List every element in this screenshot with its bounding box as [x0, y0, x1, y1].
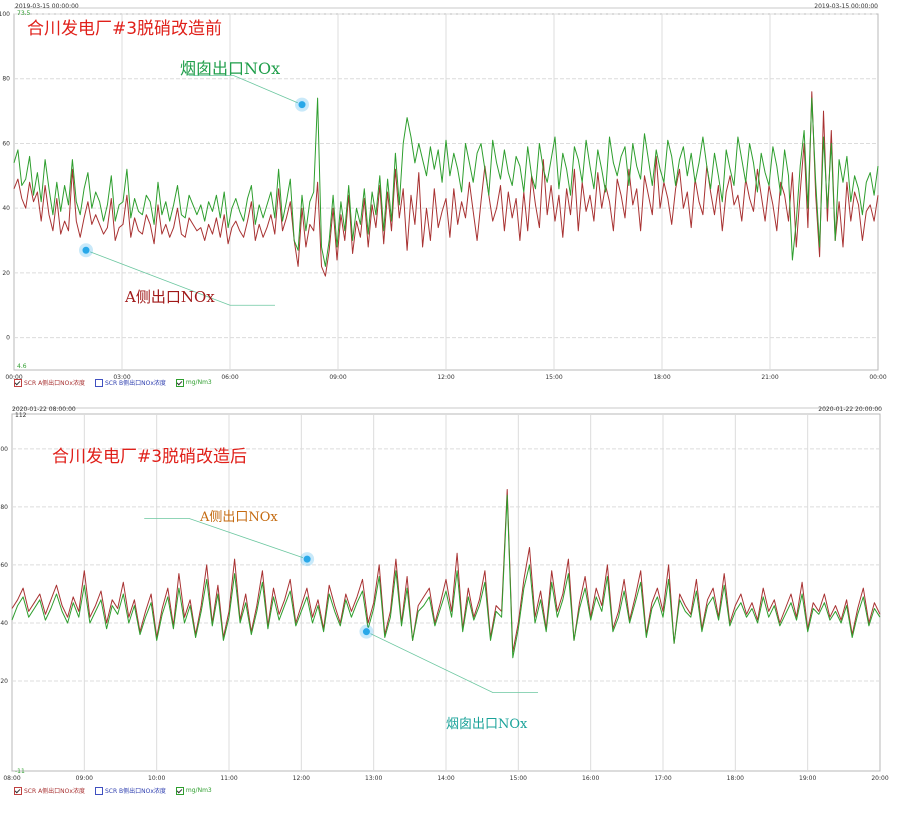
x-tick-label: 18:00 [653, 374, 670, 381]
legend-item-b-side[interactable]: SCR B侧出口NOx浓度 [94, 786, 166, 795]
bottom-value-label: -11 [15, 768, 25, 775]
y-tick-label: 80 [0, 504, 8, 511]
y-tick-label: 40 [2, 205, 10, 212]
series-line [13, 97, 879, 267]
bottom-value-label: 4.6 [17, 363, 27, 370]
checkbox-stack[interactable] [175, 378, 184, 387]
legend-item-a-side[interactable]: SCR A侧出口NOx浓度 [14, 786, 85, 795]
chart-after-svg: 08:00 09:00 10:00 11:00 12:00 13:00 14:00 15:00… [0, 407, 889, 782]
chart-panel-before: 00:00 03:00 06:00 09:00 12:00 15:00 18:00 21:00… [0, 0, 900, 400]
y-tick-label: 100 [0, 11, 10, 18]
y-tick-label: 40 [0, 620, 8, 627]
x-tick-label: 12:00 [293, 775, 310, 782]
x-tick-label: 14:00 [437, 775, 454, 782]
annotation-marker [297, 100, 307, 110]
legend-item-a-side[interactable]: SCR A侧出口NOx浓度 [14, 378, 85, 387]
y-tick-label: 20 [0, 678, 8, 685]
checkbox-b-side[interactable] [94, 378, 103, 387]
annotation-stack-outlet-nox: 烟囱出口NOx [446, 717, 528, 732]
checkbox-b-side[interactable] [94, 786, 103, 795]
legend-item-b-side[interactable]: SCR B侧出口NOx浓度 [94, 378, 166, 387]
annotation-a-side-outlet-nox: A侧出口NOx [200, 510, 278, 525]
y-tick-label: 100 [0, 446, 8, 453]
checkbox-a-side[interactable] [14, 786, 22, 795]
x-tick-label: 20:00 [871, 775, 888, 782]
x-tick-label: 17:00 [654, 775, 671, 782]
chart-title: 合川发电厂#3脱硝改造后 [52, 447, 248, 467]
chart-title: 合川发电厂#3脱硝改造前 [27, 19, 223, 39]
top-value-label: 73.5 [17, 10, 31, 17]
x-tick-label: 21:00 [761, 374, 778, 381]
checkbox-stack[interactable] [175, 786, 184, 795]
annotation-a-side-outlet-nox: A侧出口NOx [125, 288, 215, 306]
chart-before-svg: 00:00 03:00 06:00 09:00 12:00 15:00 18:00 21:00… [0, 7, 887, 381]
x-tick-label: 19:00 [799, 775, 816, 782]
annotation-marker [81, 245, 91, 255]
annotation-marker [361, 627, 371, 637]
x-tick-label: 15:00 [545, 374, 562, 381]
header-right-date: 2020-01-22 20:00:00 [818, 406, 882, 413]
x-tick-label: 13:00 [365, 775, 382, 782]
annotation-stack-outlet-nox: 烟囱出口NOx [180, 59, 281, 78]
header-right-date: 2019-03-15 00:00:00 [814, 3, 878, 10]
x-tick-label: 18:00 [727, 775, 744, 782]
annotation-leader-line [366, 631, 539, 694]
y-tick-label: 0 [6, 335, 10, 342]
x-tick-label: 11:00 [220, 775, 237, 782]
x-tick-label: 09:00 [329, 374, 346, 381]
x-tick-label: 00:00 [869, 374, 886, 381]
x-tick-label: 10:00 [148, 775, 165, 782]
header-left-date: 2020-01-22 08:00:00 [12, 406, 76, 413]
x-tick-label: 03:00 [113, 374, 130, 381]
header-left-date: 2019-03-15 00:00:00 [15, 3, 79, 10]
annotation-leader-line [85, 249, 275, 306]
x-tick-label: 15:00 [510, 775, 527, 782]
legend-before: SCR A侧出口NOx浓度 SCR B侧出口NOx浓度 mg/Nm3 [14, 378, 212, 387]
annotation-leader-line [144, 518, 308, 560]
annotation-marker [302, 554, 312, 564]
top-value-label: 112 [15, 412, 27, 419]
legend-after: SCR A侧出口NOx浓度 SCR B侧出口NOx浓度 mg/Nm3 [14, 786, 212, 795]
x-tick-label: 00:00 [5, 374, 22, 381]
y-tick-label: 80 [2, 76, 10, 83]
x-tick-label: 16:00 [582, 775, 599, 782]
legend-item-stack[interactable]: mg/Nm3 [175, 786, 212, 795]
legend-item-stack[interactable]: mg/Nm3 [175, 378, 212, 387]
checkbox-a-side[interactable] [14, 378, 22, 387]
y-tick-label: 60 [2, 140, 10, 147]
x-tick-label: 08:00 [3, 775, 20, 782]
x-tick-label: 06:00 [221, 374, 238, 381]
y-tick-label: 20 [2, 270, 10, 277]
y-tick-label: 60 [0, 562, 8, 569]
x-tick-label: 09:00 [76, 775, 93, 782]
x-tick-label: 12:00 [437, 374, 454, 381]
series-line [13, 91, 879, 277]
annotation-leader-line [188, 75, 303, 105]
series-line [11, 494, 881, 659]
chart-panel-after: 08:00 09:00 10:00 11:00 12:00 13:00 14:00 15:00… [0, 400, 900, 813]
